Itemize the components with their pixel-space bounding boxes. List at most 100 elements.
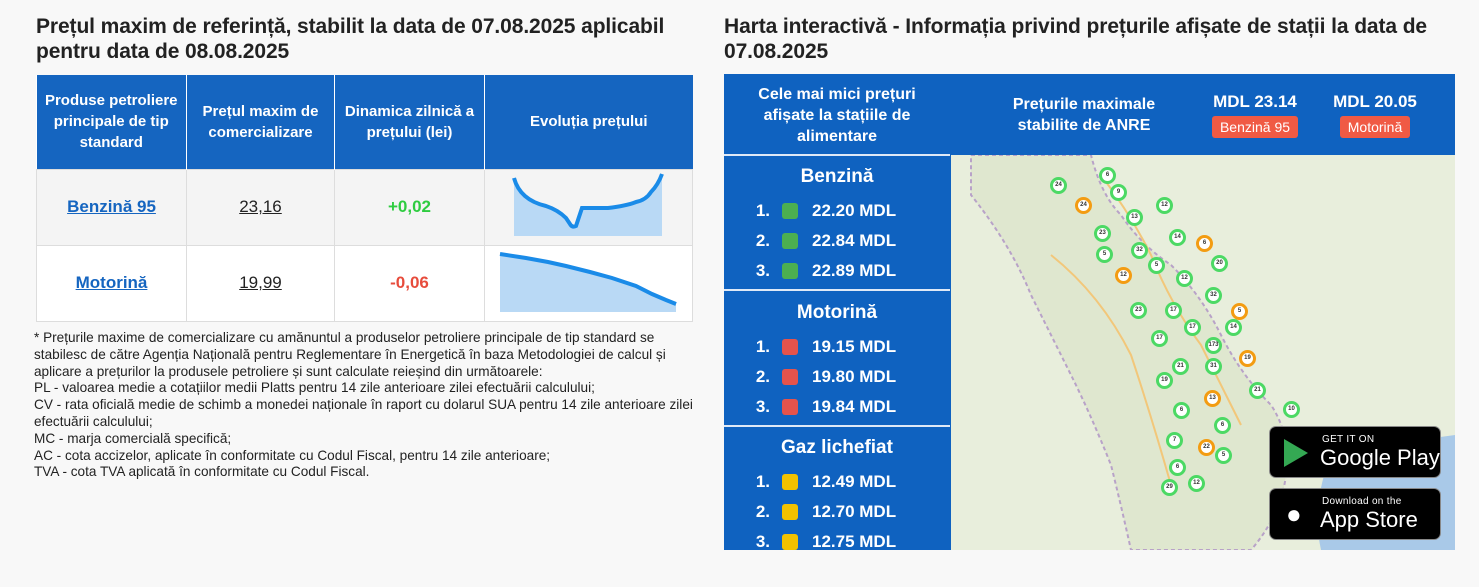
station-marker[interactable]: 23 <box>1130 302 1147 319</box>
station-marker[interactable]: 5 <box>1148 257 1165 274</box>
note-line: PL - valoarea medie a cotațiilor medii P… <box>34 380 595 396</box>
station-marker[interactable]: 17 <box>1184 319 1201 336</box>
change-value-benzina: +0,02 <box>387 197 431 216</box>
list-item: 3. 22.89 MDL <box>755 261 897 280</box>
map-background <box>951 155 1455 550</box>
fuel-pump-icon <box>782 474 798 490</box>
table-row: Benzină 95 23,16 +0,02 <box>36 168 693 246</box>
fuel-pump-icon <box>782 534 798 550</box>
station-marker[interactable]: 6 <box>1214 417 1231 434</box>
station-marker[interactable]: 32 <box>1205 287 1222 304</box>
price-table: Produse petroliere principale de tip sta… <box>36 75 693 322</box>
station-marker[interactable]: 6 <box>1196 235 1213 252</box>
station-marker[interactable]: 12 <box>1176 270 1193 287</box>
station-marker[interactable]: 12 <box>1156 197 1173 214</box>
section-benzina: Benzină 1. 22.20 MDL 2. 22.84 MDL 3. 22.89 … <box>724 166 950 286</box>
section-title: Motorină <box>796 302 878 323</box>
list-item: 1. 19.15 MDL <box>755 337 897 356</box>
table-row: Motorină 19,99 -0,06 <box>36 244 693 322</box>
station-marker[interactable]: 6 <box>1169 459 1186 476</box>
reference-price-title: Prețul maxim de referință, stabilit la d… <box>36 15 665 63</box>
station-marker[interactable]: 173 <box>1205 337 1222 354</box>
sparkline-motorina[interactable] <box>484 244 693 322</box>
station-marker[interactable]: 12 <box>1188 475 1205 492</box>
list-item: 2. 12.70 MDL <box>755 502 897 521</box>
note-line: MC - marja comercială specifică; <box>34 430 232 446</box>
list-item: 1. 22.20 MDL <box>755 201 897 220</box>
lowest-prices-label: Cele mai mici prețuri afișate la stațiil… <box>758 86 916 145</box>
section-motorina: Motorină 1. 19.15 MDL 2. 19.80 MDL 3. 19.84… <box>724 302 950 422</box>
station-marker[interactable]: 5 <box>1096 246 1113 263</box>
reference-price-section: Prețul maxim de referință, stabilit la d… <box>34 14 693 479</box>
station-marker[interactable]: 5 <box>1231 303 1248 320</box>
header-max-price: Prețul maxim de comercializare <box>186 75 335 169</box>
change-value-motorina: -0,06 <box>390 273 429 292</box>
fuel-pump-icon <box>782 233 798 249</box>
station-marker[interactable]: 31 <box>1205 358 1222 375</box>
list-item: 1. 12.49 MDL <box>755 472 897 491</box>
station-marker[interactable]: 19 <box>1156 372 1173 389</box>
station-marker[interactable]: 14 <box>1169 229 1186 246</box>
fuel-pump-icon <box>782 504 798 520</box>
station-marker[interactable]: 9 <box>1110 184 1127 201</box>
station-marker[interactable]: 32 <box>1131 242 1148 259</box>
station-marker[interactable]: 29 <box>1161 479 1178 496</box>
fuel-tag-motorina: Motorină <box>1339 116 1411 138</box>
header-daily-change: Dinamica zilnică a prețului (lei) <box>334 75 485 169</box>
station-prices-panel: Cele mai mici prețuri afișate la stațiil… <box>724 74 1455 551</box>
station-marker[interactable]: 7 <box>1166 432 1183 449</box>
apple-icon: ● <box>1286 499 1302 529</box>
max-price-benzina: MDL 23.14 Benzină 95 <box>1200 92 1310 138</box>
google-play-icon <box>1284 439 1308 467</box>
list-item: 2. 19.80 MDL <box>755 367 897 386</box>
sparkline-chart <box>511 172 664 236</box>
price-value-benzina[interactable]: 23,16 <box>239 197 282 216</box>
fuel-pump-icon <box>782 203 798 219</box>
interactive-map[interactable]: 24 6 9 24 13 12 23 14 6 32 5 20 5 12 12 32 23 17 5 17 17 14 17… <box>951 155 1455 550</box>
fuel-pump-icon <box>782 399 798 415</box>
google-play-button[interactable]: GET IT ON Google Play <box>1269 426 1441 478</box>
station-marker[interactable]: 13 <box>1204 390 1221 407</box>
station-marker[interactable]: 21 <box>1249 382 1266 399</box>
station-marker[interactable]: 13 <box>1126 209 1143 226</box>
station-marker[interactable]: 10 <box>1283 401 1300 418</box>
fuel-pump-icon <box>782 263 798 279</box>
sparkline-benzina[interactable] <box>484 168 693 246</box>
header-price-evolution: Evoluția prețului <box>484 75 693 169</box>
anre-max-prices-label: Prețurile maximale stabilite de ANRE <box>1012 96 1156 134</box>
station-marker[interactable]: 6 <box>1099 167 1116 184</box>
station-marker[interactable]: 12 <box>1115 267 1132 284</box>
sparkline-chart <box>499 251 677 312</box>
section-title: Gaz lichefiat <box>781 437 893 458</box>
list-item: 3. 19.84 MDL <box>755 397 897 416</box>
note-line: AC - cota accizelor, aplicate în conform… <box>34 447 551 463</box>
app-store-button[interactable]: ● Download on the App Store <box>1269 488 1441 540</box>
note-line: CV - rata oficială medie de schimb a mon… <box>34 397 693 429</box>
station-marker[interactable]: 14 <box>1225 319 1242 336</box>
fuel-pump-icon <box>782 339 798 355</box>
station-marker[interactable]: 24 <box>1075 197 1092 214</box>
station-marker[interactable]: 20 <box>1211 255 1228 272</box>
fuel-pump-icon <box>782 369 798 385</box>
interactive-map-section: Harta interactivă - Informația privind p… <box>724 14 1455 551</box>
note-line: * Prețurile maxime de comercializare cu … <box>34 330 666 379</box>
section-gaz-lichefiat: Gaz lichefiat 1. 12.49 MDL 2. 12.70 MDL 3.… <box>724 437 950 557</box>
price-value-motorina[interactable]: 19,99 <box>239 273 282 292</box>
fuel-tag-benzina: Benzină 95 <box>1211 116 1299 138</box>
product-link-motorina[interactable]: Motorină <box>75 273 148 292</box>
product-link-benzina[interactable]: Benzină 95 <box>67 197 156 216</box>
map-title: Harta interactivă - Informația privind p… <box>724 15 1428 63</box>
station-marker[interactable]: 5 <box>1215 447 1232 464</box>
station-marker[interactable]: 23 <box>1094 225 1111 242</box>
station-marker[interactable]: 6 <box>1173 402 1190 419</box>
station-marker[interactable]: 22 <box>1198 439 1215 456</box>
station-marker[interactable]: 24 <box>1050 177 1067 194</box>
station-marker[interactable]: 17 <box>1165 302 1182 319</box>
list-item: 3. 12.75 MDL <box>755 532 897 551</box>
station-marker[interactable]: 17 <box>1151 330 1168 347</box>
station-marker[interactable]: 19 <box>1239 350 1256 367</box>
station-marker[interactable]: 21 <box>1172 358 1189 375</box>
header-products: Produse petroliere principale de tip sta… <box>36 75 187 169</box>
panel-header: Cele mai mici prețuri afișate la stațiil… <box>724 74 1455 154</box>
list-item: 2. 22.84 MDL <box>755 231 897 250</box>
